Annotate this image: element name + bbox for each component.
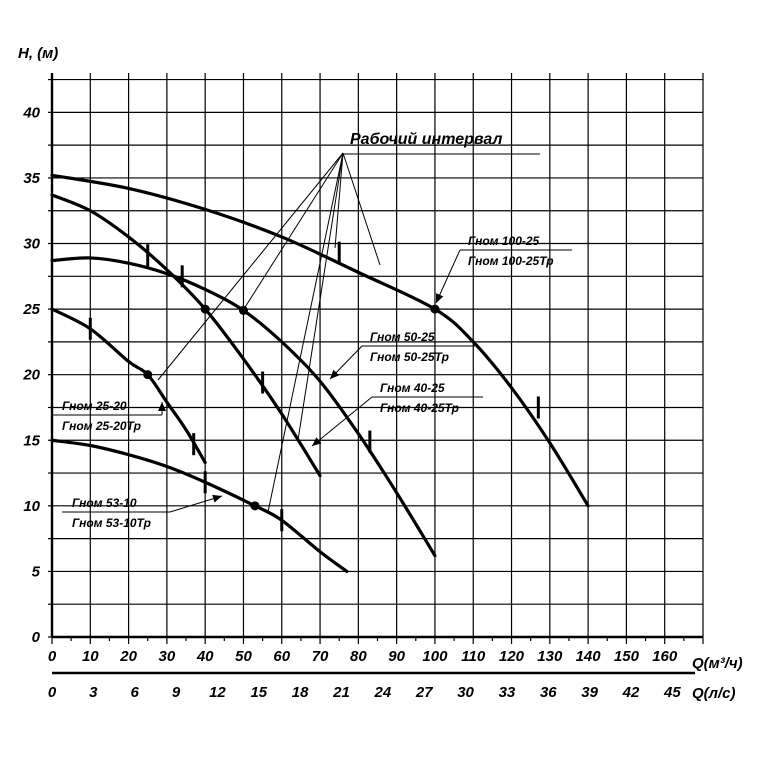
x-tick-label: 110 bbox=[461, 648, 486, 665]
series-label-tr-gnom-100-25: Гном 100-25Тр bbox=[468, 254, 554, 268]
x-axis-title: Q(м³/ч) bbox=[692, 655, 743, 672]
x-tick-label: 100 bbox=[422, 648, 448, 665]
x2-tick-label: 6 bbox=[131, 684, 140, 701]
x2-tick-label: 9 bbox=[172, 684, 181, 701]
label-pointer bbox=[169, 495, 223, 513]
leader-line bbox=[297, 152, 344, 441]
x-tick-label: 70 bbox=[312, 648, 329, 665]
x2-tick-label: 36 bbox=[540, 684, 557, 701]
x2-tick-label: 24 bbox=[374, 684, 392, 701]
leader-line bbox=[267, 152, 344, 513]
label-pointer bbox=[311, 396, 373, 447]
series-label-gnom-25-20: Гном 25-20 bbox=[62, 399, 127, 413]
curve-gnom-100-25 bbox=[50, 173, 590, 508]
x2-tick-label: 39 bbox=[581, 684, 598, 701]
x-tick-label: 90 bbox=[388, 648, 405, 665]
label-arrowhead bbox=[212, 494, 222, 503]
label-arrowhead bbox=[158, 402, 166, 411]
y-axis-title: H, (м) bbox=[18, 45, 58, 62]
leader-line bbox=[157, 152, 344, 381]
x-tick-label: 130 bbox=[537, 648, 563, 665]
x-tick-label: 160 bbox=[652, 648, 678, 665]
x2-tick-label: 12 bbox=[209, 684, 226, 701]
y-tick-label: 25 bbox=[22, 301, 40, 318]
x2-axis-title: Q(л/с) bbox=[692, 685, 736, 702]
label-arrowhead bbox=[312, 437, 322, 446]
x2-tick-label: 0 bbox=[48, 684, 57, 701]
x2-tick-label: 33 bbox=[499, 684, 516, 701]
x2-tick-label: 45 bbox=[663, 684, 681, 701]
axes bbox=[48, 73, 704, 675]
series-label-gnom-40-25: Гном 40-25 bbox=[380, 381, 445, 395]
nominal-point-gnom-25-20 bbox=[143, 370, 153, 380]
y-tick-label: 40 bbox=[22, 104, 40, 121]
working-interval-annotation: Рабочий интервал bbox=[350, 131, 502, 148]
series-label-gnom-53-10: Гном 53-10 bbox=[72, 496, 137, 510]
nominal-point-gnom-53-10 bbox=[250, 501, 260, 511]
y-tick-label: 15 bbox=[23, 432, 40, 449]
nominal-point-gnom-40-25 bbox=[200, 304, 210, 314]
y-tick-label: 35 bbox=[23, 170, 40, 187]
x2-tick-label: 30 bbox=[457, 684, 474, 701]
x-tick-label: 120 bbox=[499, 648, 525, 665]
nominal-point-gnom-100-25 bbox=[430, 304, 440, 314]
y-tick-label: 20 bbox=[22, 367, 40, 384]
leader-line bbox=[334, 152, 344, 249]
grid bbox=[52, 73, 704, 637]
x-tick-label: 40 bbox=[196, 648, 214, 665]
y-tick-label: 0 bbox=[32, 629, 41, 646]
working-interval-marks bbox=[88, 241, 540, 532]
series-label-gnom-100-25: Гном 100-25 bbox=[468, 234, 540, 248]
x2-tick-label: 42 bbox=[622, 684, 640, 701]
x-tick-label: 50 bbox=[235, 648, 252, 665]
series-label-tr-gnom-50-25: Гном 50-25Тр bbox=[370, 350, 449, 364]
series-label-tr-gnom-53-10: Гном 53-10Тр bbox=[72, 516, 151, 530]
label-arrowhead bbox=[330, 369, 340, 379]
series-labels: Гном 100-25 Гном 100-25Тр Гном 50-25 Гном 5… bbox=[52, 234, 572, 530]
series-label-tr-gnom-40-25: Гном 40-25Тр bbox=[380, 401, 459, 415]
x2-tick-label: 18 bbox=[292, 684, 309, 701]
x2-tick-label: 27 bbox=[415, 684, 433, 701]
leader-line bbox=[241, 152, 344, 313]
series-label-tr-gnom-25-20: Гном 25-20Тр bbox=[62, 419, 141, 433]
y-tick-label: 10 bbox=[23, 498, 40, 515]
label-arrowhead bbox=[436, 293, 444, 303]
x-tick-label: 20 bbox=[119, 648, 137, 665]
x-tick-label: 150 bbox=[614, 648, 640, 665]
curve-gnom-40-25 bbox=[50, 193, 322, 478]
x-tick-label: 0 bbox=[48, 648, 57, 665]
x-tick-label: 10 bbox=[82, 648, 99, 665]
x-tick-label: 60 bbox=[273, 648, 290, 665]
label-pointer bbox=[435, 249, 461, 304]
x2-tick-label: 3 bbox=[89, 684, 98, 701]
annotation-leader-lines bbox=[157, 152, 540, 513]
x-tick-label: 140 bbox=[576, 648, 602, 665]
x-tick-label: 30 bbox=[159, 648, 176, 665]
x-tick-label: 80 bbox=[350, 648, 367, 665]
y-tick-label: 5 bbox=[32, 563, 41, 580]
x2-tick-label: 21 bbox=[332, 684, 350, 701]
x2-tick-label: 15 bbox=[250, 684, 267, 701]
series-label-gnom-50-25: Гном 50-25 bbox=[370, 330, 435, 344]
leader-line bbox=[342, 152, 381, 266]
y-tick-label: 30 bbox=[23, 236, 40, 253]
